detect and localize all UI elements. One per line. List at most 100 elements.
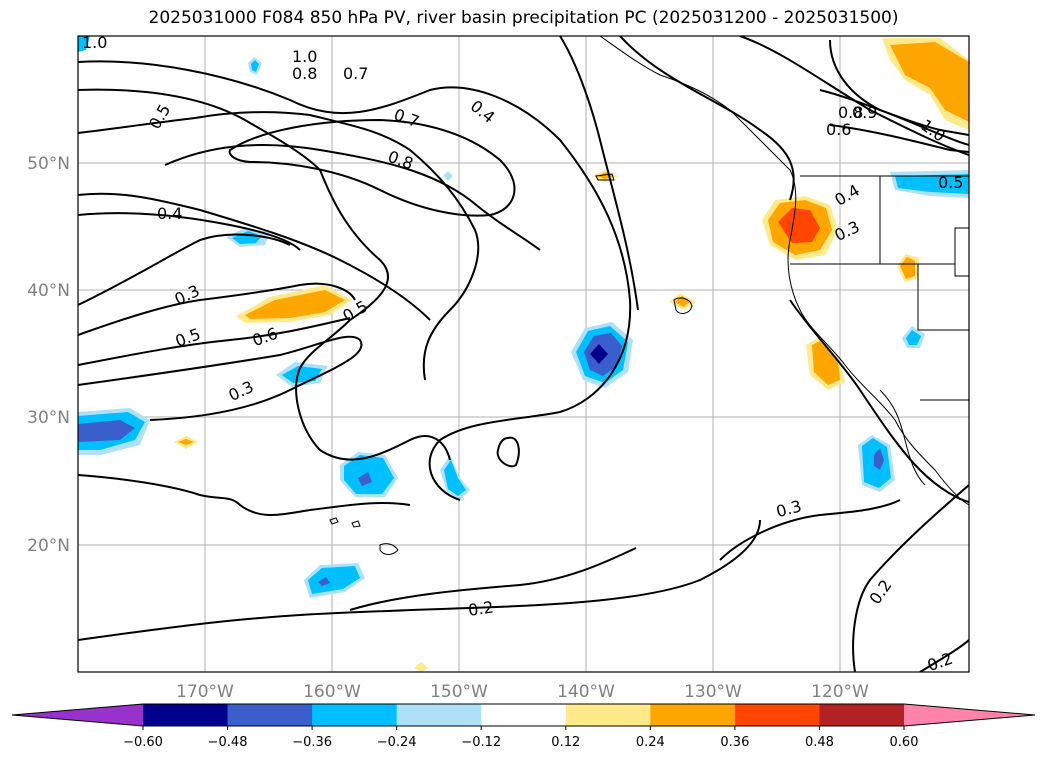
pv-contour [739,36,969,156]
precip-negative-blob [308,566,360,594]
lon-tick-label: 170°W [176,682,234,702]
precip-positive-blob [245,290,345,319]
state-border [917,264,969,331]
precip-negative-blob [444,460,466,496]
precip-positive-blob [812,341,840,385]
pv-contour [78,474,411,516]
precip-negative-blob [906,330,921,345]
precip-positive-blob [900,257,915,279]
colorbar: −0.60 −0.48 −0.36 −0.24 −0.12 0.12 0.24 0.36 0.4… [11,703,1036,750]
lat-tick-label: 40°N [27,281,70,301]
contour-label: 1.0 [82,33,107,52]
precip-positive-blob [890,42,969,122]
precip-negative-blob [232,231,262,244]
island [673,297,693,314]
precip-negative-blob [78,36,90,52]
contour-label: 0.4 [157,204,182,223]
precip-negative-blob [318,577,330,586]
colorbar-tick-label: 0.24 [636,735,665,750]
pv-contour [78,233,291,306]
precip-negative-blob [590,344,608,364]
precip-fill [78,36,969,672]
island [351,520,361,528]
pv-contour [78,317,351,366]
contour-label: 0.8 [292,64,317,83]
contour-label: 1.0 [292,47,317,66]
colorbar-extend-max [904,704,1035,726]
pv-contour [78,519,761,641]
colorbar-segment [734,704,820,726]
precip-positive-blob [778,208,820,243]
pv-contour [919,639,969,672]
pv-contour [559,36,639,311]
lon-tick-label: 160°W [303,682,361,702]
precip-positive-blob [178,439,194,445]
pv-contour [829,124,969,153]
map-frame [77,35,970,673]
precip-negative-blob [78,420,135,442]
pv-contour [829,39,969,146]
pv-contour [78,335,363,421]
pv-contour [719,499,901,561]
coastline [599,36,969,506]
pv-contour [619,36,795,201]
pv-contour [78,282,356,336]
colorbar-tick-label: −0.36 [292,735,332,750]
pv-contour [228,118,516,217]
colorbar-segment [565,704,651,726]
colorbar-tick-label: 0.48 [805,735,834,750]
pv-contour [496,436,520,468]
pv-contour [789,299,969,503]
colorbar-segment [143,704,229,726]
precip-negative-blob [251,60,259,72]
pv-contour [78,111,480,381]
pv-contour [164,144,541,251]
contour-label: 0.5 [938,173,963,192]
pv-contour [349,547,637,611]
lat-axis: 50°N 40°N 30°N 20°N [27,154,70,556]
precip-positive-blob [675,296,690,307]
colorbar-tick-label: 0.36 [720,735,749,750]
island [595,173,615,181]
precip-negative-blob [874,448,884,470]
coastline [879,389,926,486]
colorbar-tick-label: −0.24 [377,735,417,750]
contour-label: 0.6 [826,120,851,139]
pv-contour [78,212,301,251]
contour-label: 0.7 [343,64,368,83]
colorbar-tick-label: 0.12 [551,735,580,750]
lat-tick-label: 20°N [27,536,70,556]
lon-tick-label: 150°W [430,682,488,702]
island [329,517,339,525]
precip-negative-blob [895,174,969,194]
contour-label: 0.8 [838,103,863,122]
precip-negative-blob [443,171,453,181]
lon-tick-label: 140°W [557,682,615,702]
pv-contour [78,60,632,501]
pv-contours [78,36,969,672]
colorbar-segment [650,704,736,726]
colorbar-segment [312,704,398,726]
lon-tick-label: 130°W [684,682,742,702]
lon-tick-label: 120°W [811,682,869,702]
colorbar-segment [396,704,482,726]
lat-tick-label: 50°N [27,154,70,174]
chart-title: 2025031000 F084 850 hPa PV, river basin … [148,8,899,28]
pv-contour [852,484,969,672]
colorbar-tick-label: −0.12 [461,735,501,750]
pv-contour [78,88,451,461]
colorbar-segment [819,704,905,726]
precip-positive-blob [414,662,428,672]
colorbar-segment [481,704,567,726]
pv-contour [78,192,431,321]
contour-label: 0.9 [852,103,877,122]
colorbar-extend-min [12,704,143,726]
lat-tick-label: 30°N [27,408,70,428]
colorbar-tick-label: −0.60 [123,735,163,750]
island [379,543,399,555]
colorbar-tick-label: 0.60 [890,735,919,750]
colorbar-tick-label: −0.48 [208,735,248,750]
coastlines [329,36,969,555]
state-border [954,227,969,277]
